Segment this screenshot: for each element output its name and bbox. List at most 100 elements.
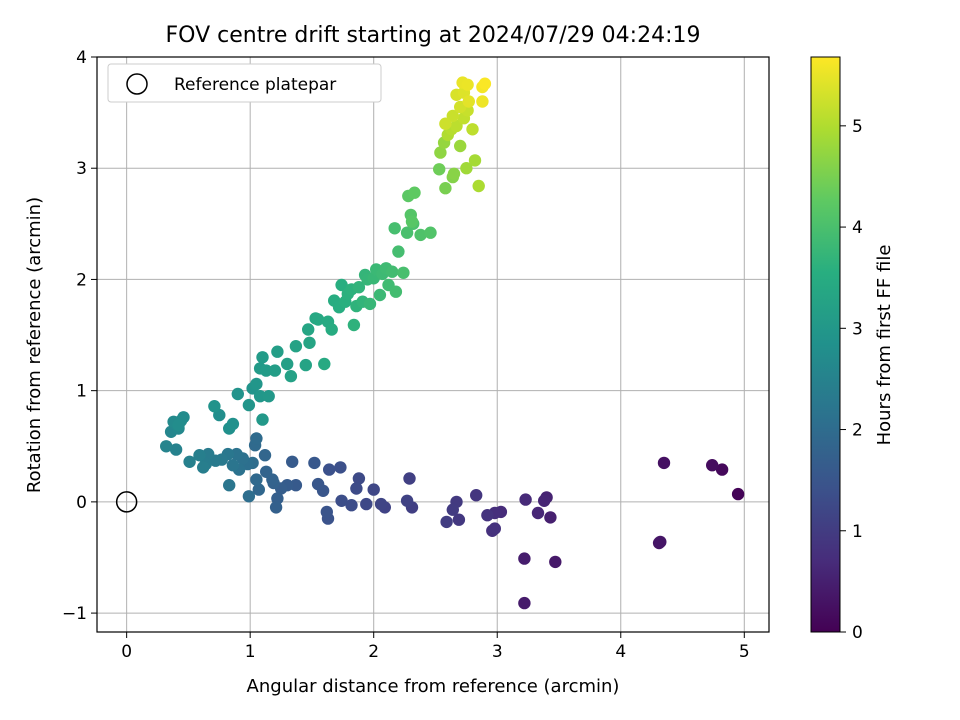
data-point <box>434 146 447 159</box>
data-point <box>454 139 467 153</box>
data-point <box>388 222 401 235</box>
data-point <box>706 459 719 472</box>
data-point <box>281 357 294 371</box>
data-point <box>452 513 466 526</box>
data-point <box>461 78 474 92</box>
data-point <box>308 456 321 470</box>
data-point <box>260 364 273 377</box>
legend: Reference platepar <box>107 63 382 103</box>
data-point <box>472 179 485 193</box>
plot-area <box>97 57 769 632</box>
data-point <box>352 472 366 485</box>
y-tick-label: 0 <box>76 493 87 513</box>
data-point <box>242 398 256 412</box>
data-point <box>433 163 446 176</box>
data-point <box>226 459 240 472</box>
data-point <box>323 463 336 476</box>
data-point <box>256 413 269 426</box>
data-point <box>250 432 263 445</box>
data-point <box>183 455 196 468</box>
data-point <box>169 443 183 456</box>
data-point <box>284 370 298 383</box>
data-point <box>518 596 531 610</box>
data-point <box>450 119 463 133</box>
colorbar-tick-label: 3 <box>852 319 863 339</box>
data-point <box>440 515 453 529</box>
data-point <box>400 226 414 239</box>
data-point <box>367 483 380 496</box>
data-point <box>347 318 361 332</box>
x-tick-label: 1 <box>245 642 256 662</box>
x-tick-label: 4 <box>615 642 626 662</box>
data-point <box>446 109 459 123</box>
data-point <box>231 387 244 401</box>
chart-title: FOV centre drift starting at 2024/07/29 … <box>166 23 701 48</box>
data-point <box>197 461 210 474</box>
data-point <box>518 552 531 565</box>
colorbar-tick-label: 5 <box>852 117 863 137</box>
x-axis-label: Angular distance from reference (arcmin) <box>247 676 620 697</box>
data-point <box>462 95 475 108</box>
data-point <box>345 499 358 512</box>
colorbar-tick-label: 4 <box>852 218 863 238</box>
data-point <box>226 417 240 431</box>
data-point <box>488 522 501 535</box>
data-point <box>253 390 267 403</box>
data-point <box>256 351 269 364</box>
colorbar-tick-label: 0 <box>852 623 863 643</box>
x-tick-label: 0 <box>121 642 132 662</box>
data-point <box>403 472 416 485</box>
data-point <box>335 278 348 292</box>
data-point <box>374 497 388 511</box>
data-point <box>447 167 461 180</box>
data-point <box>424 226 437 239</box>
data-point <box>172 418 185 432</box>
scatter-points <box>160 76 745 610</box>
data-point <box>260 465 273 478</box>
data-point <box>476 95 489 108</box>
data-point <box>311 313 325 326</box>
colorbar-tick-label: 1 <box>852 522 863 542</box>
y-tick-label: 1 <box>76 382 87 402</box>
colorbar-tick-label: 2 <box>852 421 863 441</box>
data-point <box>389 285 403 298</box>
legend-box <box>107 63 382 103</box>
data-point <box>193 449 206 462</box>
data-point <box>334 461 347 474</box>
data-point <box>386 265 399 278</box>
data-point <box>311 477 325 491</box>
data-point <box>318 357 331 371</box>
y-tick-label: 2 <box>76 270 87 290</box>
data-point <box>230 447 243 461</box>
data-point <box>320 505 333 519</box>
data-point <box>400 494 414 507</box>
data-point <box>271 345 284 358</box>
data-point <box>478 77 492 90</box>
data-point <box>373 288 387 302</box>
data-point <box>405 215 419 228</box>
data-point <box>335 494 348 507</box>
data-point <box>731 487 745 501</box>
data-point <box>531 506 545 520</box>
data-point <box>538 494 551 507</box>
data-point <box>299 358 312 372</box>
colorbar-ticks: 0 1 2 3 4 5 <box>840 117 863 643</box>
data-point <box>414 228 427 242</box>
data-point <box>439 182 452 195</box>
colorbar-label: Hours from first FF file <box>874 245 895 446</box>
data-point <box>544 511 557 524</box>
data-point <box>519 493 532 506</box>
data-point <box>408 186 421 199</box>
data-point <box>286 455 299 468</box>
data-point <box>262 390 275 403</box>
grid <box>97 56 769 632</box>
data-point <box>481 509 494 522</box>
plot-frame <box>96 56 770 633</box>
y-axis-label: Rotation from reference (arcmin) <box>24 197 45 493</box>
data-point <box>289 479 303 492</box>
data-point <box>350 482 363 495</box>
y-tick-label: 4 <box>76 48 87 68</box>
data-point <box>460 162 473 175</box>
data-point <box>258 449 272 462</box>
data-point <box>397 266 410 279</box>
